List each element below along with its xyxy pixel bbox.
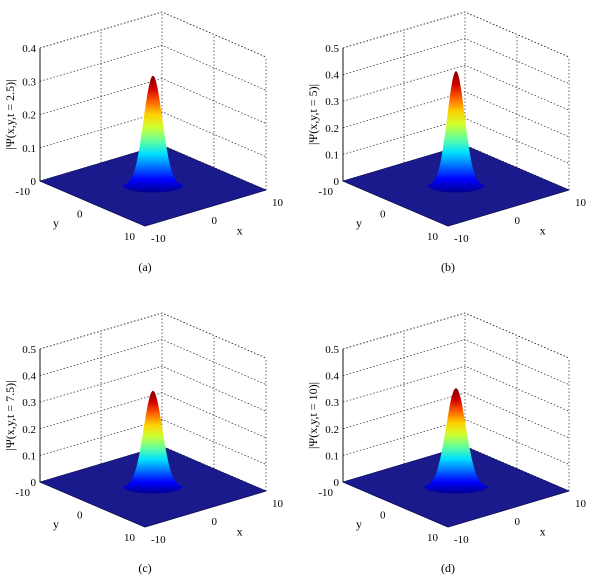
z-tick-label: 0.3 xyxy=(325,397,339,409)
y-tick-label: 0 xyxy=(77,510,83,522)
z-gridline xyxy=(342,118,570,164)
z-gridline xyxy=(342,365,570,412)
z-gridline xyxy=(39,365,267,412)
z-gridline xyxy=(342,11,570,58)
x-tick-label: 10 xyxy=(272,197,284,209)
z-axis-label: |Ψ(x,y,t = 5)| xyxy=(306,84,320,145)
z-tick-label: 0.4 xyxy=(22,43,36,55)
y-tick-label: 0 xyxy=(380,510,386,522)
x-tick-label: -10 xyxy=(151,534,166,546)
x-axis-label: x xyxy=(237,524,243,538)
surface-peak xyxy=(424,388,488,494)
x-axis-label: x xyxy=(540,223,546,237)
y-tick-label: -10 xyxy=(318,186,333,198)
box-top-edge xyxy=(39,11,267,58)
z-tick-label: 0.5 xyxy=(22,344,36,356)
surface-peak xyxy=(123,390,183,494)
z-axis-label: |Ψ(x,y,t = 10)| xyxy=(306,382,320,449)
z-gridline xyxy=(342,339,570,385)
z-tick-label: 0.1 xyxy=(22,143,36,155)
z-tick-label: 0.4 xyxy=(325,371,339,383)
y-axis-label: y xyxy=(356,216,362,230)
z-tick-label: 0.1 xyxy=(22,450,36,462)
z-tick-label: 0.2 xyxy=(22,424,36,436)
x-tick-label: 10 xyxy=(575,197,587,209)
panel-caption: (a) xyxy=(138,260,151,274)
z-tick-label: 0.1 xyxy=(325,149,339,161)
x-tick-label: -10 xyxy=(454,233,469,245)
z-tick-label: 0.1 xyxy=(325,450,339,462)
z-axis-label: |Ψ(x,y,t = 2.5)| xyxy=(3,80,17,150)
surface-peak xyxy=(428,71,484,193)
x-tick-label: 10 xyxy=(272,498,284,510)
z-axis-label: |Ψ(x,y,t = 7.5)| xyxy=(3,381,17,451)
y-tick-label: 10 xyxy=(427,231,439,243)
y-tick-label: -10 xyxy=(318,487,333,499)
z-tick-label: 0 xyxy=(31,477,37,489)
y-tick-label: -10 xyxy=(15,487,30,499)
y-tick-label: 0 xyxy=(380,209,386,221)
z-gridline xyxy=(342,419,570,465)
x-tick-label: -10 xyxy=(151,233,166,245)
z-tick-label: 0.2 xyxy=(22,110,36,122)
z-tick-label: 0 xyxy=(334,176,340,188)
z-gridline xyxy=(39,312,267,359)
z-tick-label: 0.5 xyxy=(325,344,339,356)
panel-caption: (b) xyxy=(441,260,455,274)
z-gridline xyxy=(39,419,267,465)
panel-caption: (c) xyxy=(138,561,151,575)
z-tick-label: 0.4 xyxy=(22,371,36,383)
z-tick-label: 0.5 xyxy=(325,43,339,55)
z-tick-label: 0 xyxy=(334,477,340,489)
surface-peak xyxy=(123,75,183,193)
z-tick-label: 0.2 xyxy=(325,123,339,135)
x-tick-label: 10 xyxy=(575,498,587,510)
z-tick-label: 0.3 xyxy=(22,76,36,88)
z-gridline xyxy=(39,339,267,385)
z-tick-label: 0 xyxy=(31,176,37,188)
z-gridline xyxy=(39,44,267,91)
z-tick-label: 0.3 xyxy=(325,96,339,108)
y-tick-label: 10 xyxy=(427,532,439,544)
x-tick-label: 0 xyxy=(515,516,521,528)
y-tick-label: -10 xyxy=(15,186,30,198)
z-gridline xyxy=(342,312,570,359)
panel-caption: (d) xyxy=(441,561,455,575)
y-tick-label: 10 xyxy=(124,231,136,243)
x-axis-label: x xyxy=(540,524,546,538)
box-top-edge xyxy=(342,11,570,58)
x-tick-label: -10 xyxy=(454,534,469,546)
y-tick-label: 0 xyxy=(77,209,83,221)
box-top-edge xyxy=(39,312,267,359)
box-top-edge xyxy=(342,312,570,359)
z-gridline xyxy=(342,64,570,111)
y-axis-label: y xyxy=(356,517,362,531)
z-tick-label: 0.3 xyxy=(22,397,36,409)
x-tick-label: 0 xyxy=(515,215,521,227)
z-tick-label: 0.4 xyxy=(325,70,339,82)
x-tick-label: 0 xyxy=(212,215,218,227)
x-tick-label: 0 xyxy=(212,516,218,528)
z-tick-label: 0.2 xyxy=(325,424,339,436)
y-axis-label: y xyxy=(53,517,59,531)
z-gridline xyxy=(39,11,267,58)
x-axis-label: x xyxy=(237,223,243,237)
z-gridline xyxy=(39,111,267,158)
y-axis-label: y xyxy=(53,216,59,230)
y-tick-label: 10 xyxy=(124,532,136,544)
